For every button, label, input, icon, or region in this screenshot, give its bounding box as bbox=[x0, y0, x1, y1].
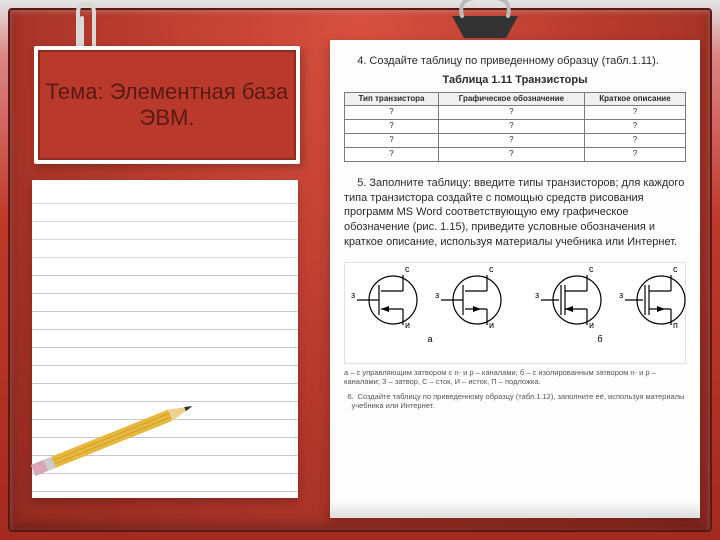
transistor-symbol bbox=[535, 267, 619, 333]
table-row: ??? bbox=[345, 106, 686, 120]
table-cell: ? bbox=[438, 106, 584, 120]
table-row: ??? bbox=[345, 134, 686, 148]
pin-label: з bbox=[435, 289, 439, 301]
transistor-figure: а б з с и з с и з с и bbox=[344, 262, 686, 364]
pin-label: и bbox=[589, 319, 594, 331]
fig-label-a: а bbox=[427, 333, 432, 345]
table-cell: ? bbox=[345, 134, 439, 148]
pin-label: п bbox=[673, 319, 678, 331]
table-cell: ? bbox=[584, 147, 685, 161]
transistor-symbol bbox=[351, 267, 435, 333]
transistor-symbol bbox=[619, 267, 703, 333]
pin-label: з bbox=[535, 289, 539, 301]
ruled-paper bbox=[32, 180, 298, 498]
pin-label: и bbox=[405, 319, 410, 331]
table-cell: ? bbox=[438, 147, 584, 161]
topic-title: Тема: Элементная база ЭВМ. bbox=[38, 79, 296, 132]
topic-title-card: Тема: Элементная база ЭВМ. bbox=[34, 46, 300, 164]
task6-number: 6. bbox=[344, 392, 358, 401]
pin-label: с bbox=[489, 263, 494, 275]
page-shadow bbox=[330, 500, 700, 518]
transistor-table: Тип транзистораГрафическое обозначениеКр… bbox=[344, 92, 686, 162]
task5-text: 5. Заполните таблицу: введите типы транз… bbox=[344, 176, 686, 250]
table-header: Краткое описание bbox=[584, 92, 685, 106]
table-cell: ? bbox=[584, 120, 685, 134]
pin-label: с bbox=[405, 263, 410, 275]
table-header: Тип транзистора bbox=[345, 92, 439, 106]
pin-label: с bbox=[589, 263, 594, 275]
pin-label: и bbox=[489, 319, 494, 331]
pin-label: с bbox=[673, 263, 678, 275]
pin-label: з bbox=[351, 289, 355, 301]
table-row: ??? bbox=[345, 147, 686, 161]
table-cell: ? bbox=[345, 147, 439, 161]
table-cell: ? bbox=[438, 120, 584, 134]
table-header: Графическое обозначение bbox=[438, 92, 584, 106]
fig-label-b: б bbox=[597, 333, 602, 345]
task6-body: Создайте таблицу по приведенному образцу… bbox=[352, 392, 685, 410]
figure-legend: а – с управляющим затвором с n- и p – ка… bbox=[344, 368, 686, 386]
pin-label: з bbox=[619, 289, 623, 301]
content-page: 4. Создайте таблицу по приведенному обра… bbox=[330, 40, 700, 518]
task4-text: 4. Создайте таблицу по приведенному обра… bbox=[344, 54, 686, 69]
table-cell: ? bbox=[584, 106, 685, 120]
table-cell: ? bbox=[584, 134, 685, 148]
transistor-symbol bbox=[435, 267, 519, 333]
table-cell: ? bbox=[345, 120, 439, 134]
table-cell: ? bbox=[438, 134, 584, 148]
slide-frame: Тема: Элементная база ЭВМ. 4. Создайте т… bbox=[8, 8, 712, 532]
table-caption: Таблица 1.11 Транзисторы bbox=[344, 73, 686, 88]
task6-text: 6.Создайте таблицу по приведенному образ… bbox=[344, 392, 686, 410]
table-cell: ? bbox=[345, 106, 439, 120]
table-row: ??? bbox=[345, 120, 686, 134]
